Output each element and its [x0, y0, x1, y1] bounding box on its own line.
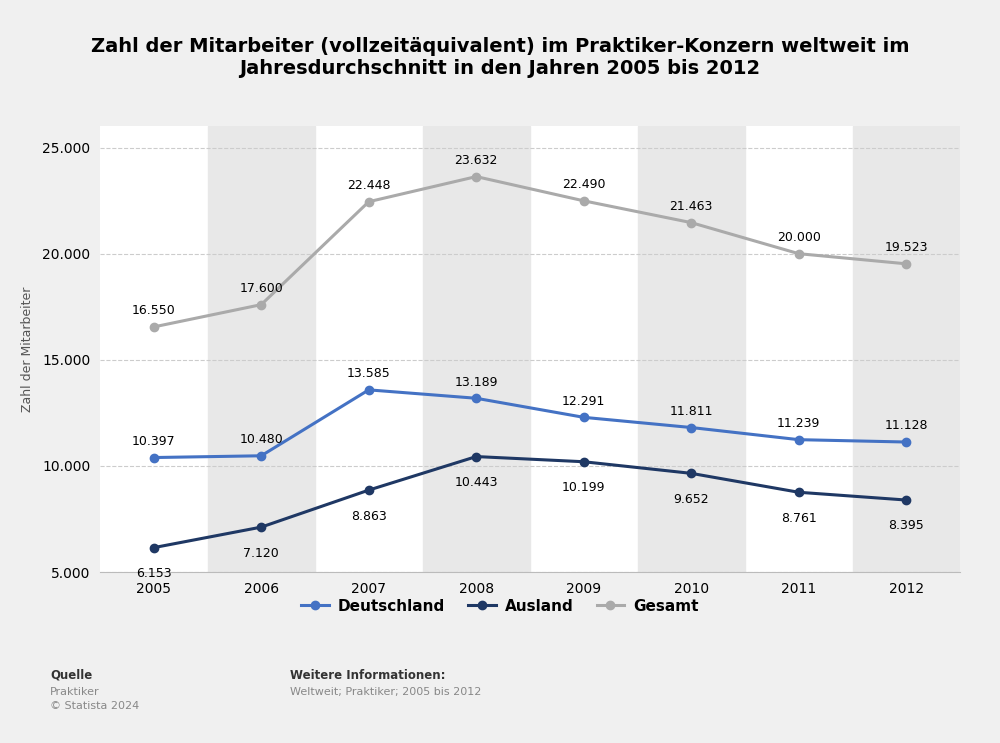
- Text: 11.128: 11.128: [885, 419, 928, 432]
- Text: 17.600: 17.600: [239, 282, 283, 295]
- Text: 16.550: 16.550: [132, 304, 176, 317]
- Text: 10.199: 10.199: [562, 481, 606, 494]
- Text: 8.863: 8.863: [351, 510, 387, 522]
- Text: 22.448: 22.448: [347, 179, 390, 192]
- Text: Weltweit; Praktiker; 2005 bis 2012: Weltweit; Praktiker; 2005 bis 2012: [290, 687, 481, 696]
- Text: 11.811: 11.811: [670, 405, 713, 418]
- Text: © Statista 2024: © Statista 2024: [50, 701, 139, 710]
- Text: 13.189: 13.189: [454, 375, 498, 389]
- Text: Praktiker: Praktiker: [50, 687, 100, 696]
- Text: 22.490: 22.490: [562, 178, 606, 191]
- Bar: [422, 126, 530, 572]
- Text: Weitere Informationen:: Weitere Informationen:: [290, 669, 446, 681]
- Text: 21.463: 21.463: [670, 200, 713, 213]
- Text: 6.153: 6.153: [136, 567, 172, 580]
- Text: Quelle: Quelle: [50, 669, 92, 681]
- Text: 8.761: 8.761: [781, 512, 817, 525]
- Text: 20.000: 20.000: [777, 231, 821, 244]
- Legend: Deutschland, Ausland, Gesamt: Deutschland, Ausland, Gesamt: [295, 593, 705, 620]
- Text: 13.585: 13.585: [347, 367, 391, 380]
- Text: 23.632: 23.632: [455, 154, 498, 167]
- Y-axis label: Zahl der Mitarbeiter: Zahl der Mitarbeiter: [21, 287, 34, 412]
- Bar: [208, 126, 315, 572]
- Text: 8.395: 8.395: [888, 519, 924, 533]
- Text: 11.239: 11.239: [777, 417, 820, 430]
- Text: 9.652: 9.652: [673, 493, 709, 506]
- Text: 19.523: 19.523: [885, 241, 928, 254]
- Text: 10.443: 10.443: [454, 476, 498, 489]
- Text: 7.120: 7.120: [243, 547, 279, 559]
- Bar: [638, 126, 745, 572]
- Text: 12.291: 12.291: [562, 395, 605, 408]
- Text: Zahl der Mitarbeiter (vollzeitäquivalent) im Praktiker-Konzern weltweit im
Jahre: Zahl der Mitarbeiter (vollzeitäquivalent…: [91, 37, 909, 78]
- Text: 10.480: 10.480: [239, 433, 283, 446]
- Text: 10.397: 10.397: [132, 435, 176, 448]
- Bar: [852, 126, 960, 572]
